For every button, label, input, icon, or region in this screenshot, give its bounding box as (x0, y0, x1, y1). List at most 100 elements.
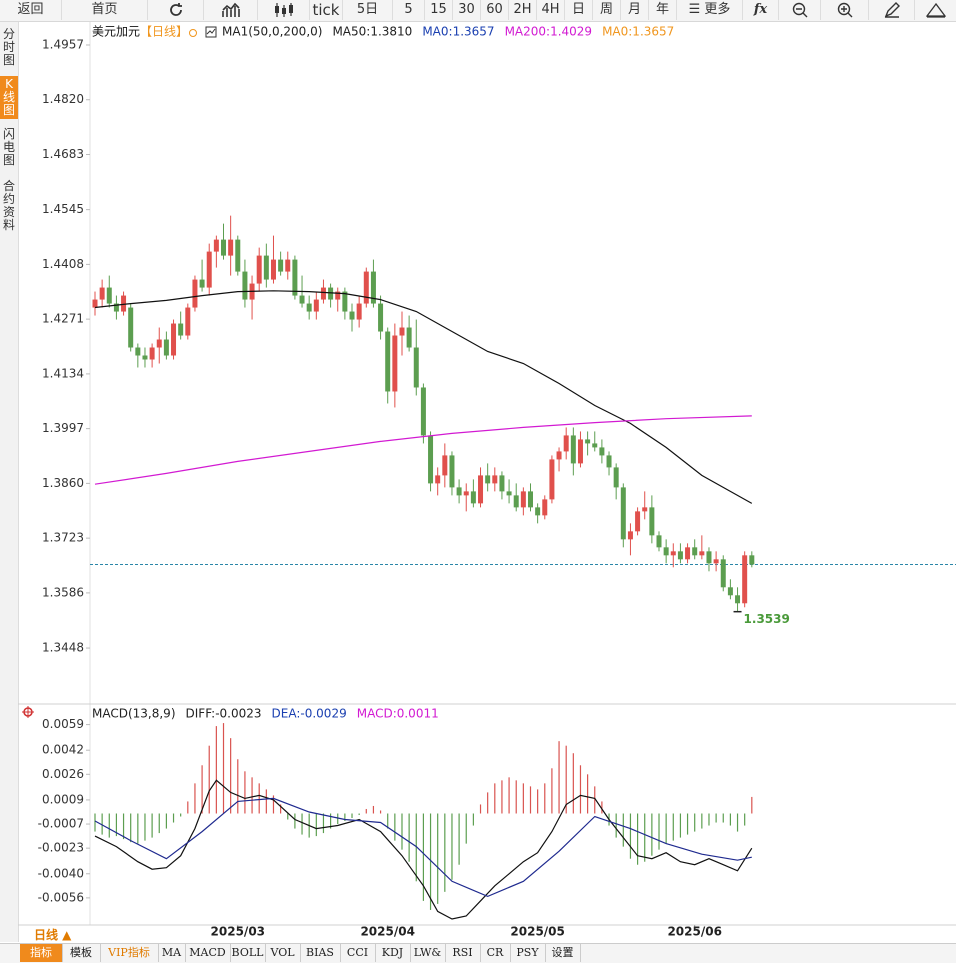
period-button[interactable]: 日 (565, 0, 593, 20)
period-selector[interactable]: 日线 ▲ (34, 928, 72, 942)
formula-button[interactable]: fx (743, 0, 779, 20)
candle-body (599, 447, 605, 456)
zoom-in-button[interactable] (821, 0, 869, 20)
candle-body (413, 347, 419, 388)
triangle-icon (925, 2, 946, 18)
draw-button[interactable] (869, 0, 915, 20)
candle-body (535, 507, 541, 516)
period-button[interactable]: 5 (393, 0, 425, 20)
candle-body (585, 439, 591, 444)
indicator-tab[interactable]: PSY (510, 944, 546, 962)
candle-body (627, 531, 633, 540)
y-tick-label: 1.4408 (42, 257, 84, 271)
candle-body (635, 511, 641, 532)
indicator-tab[interactable]: BIAS (300, 944, 341, 962)
x-tick-label: 2025/06 (667, 925, 721, 939)
candle-body (670, 551, 676, 556)
period-button[interactable]: 5日 (343, 0, 393, 20)
period-button[interactable]: 4H (537, 0, 565, 20)
candle-body (370, 271, 376, 304)
candle-body (542, 499, 548, 516)
zoom-out-button[interactable] (779, 0, 821, 20)
period-label: 【日线】 (140, 25, 188, 39)
candle-body (549, 459, 555, 500)
x-tick-label: 2025/04 (360, 925, 414, 939)
y-tick-label: 1.4820 (42, 92, 84, 106)
candle-body (713, 559, 719, 564)
period-button[interactable]: 2H (509, 0, 537, 20)
candle-body (692, 547, 698, 556)
period-label: 30 (458, 2, 475, 17)
candle-body (206, 251, 212, 288)
y-tick-label: 0.0009 (42, 792, 84, 806)
home-button[interactable]: 首页 (62, 0, 148, 20)
legend-item: MA0:1.3657 (602, 25, 674, 39)
candle-body (306, 303, 312, 312)
indicator-tab[interactable]: KDJ (375, 944, 411, 962)
refresh-button[interactable] (148, 0, 204, 20)
period-label: tick (312, 1, 340, 19)
more-button[interactable]: ☰ 更多 (677, 0, 743, 20)
candle-body (620, 487, 626, 540)
side-tab-active[interactable]: K线图 (0, 76, 18, 119)
y-tick-label: 1.3448 (42, 641, 84, 655)
candle-body (435, 475, 441, 484)
y-tick-label: 1.4683 (42, 147, 84, 161)
indicator-line (94, 415, 752, 485)
y-tick-label: 1.4545 (42, 202, 84, 216)
indicator-tab[interactable]: 模板 (62, 944, 101, 962)
back-button[interactable]: 返回 (0, 0, 62, 20)
candle-button[interactable] (258, 0, 310, 20)
period-button[interactable]: 60 (481, 0, 509, 20)
indicator-tab[interactable]: MACD (185, 944, 231, 962)
indicator-tab[interactable]: LW& (410, 944, 446, 962)
candle-body (749, 555, 755, 565)
shape-button[interactable] (915, 0, 956, 20)
indicator-tab[interactable]: 指标 (20, 944, 63, 962)
side-tab[interactable]: 合约资料 (3, 179, 16, 232)
period-label: 5 (404, 2, 413, 17)
zoom-in-icon (837, 2, 852, 17)
period-label: 5日 (356, 2, 379, 17)
candle-body (656, 535, 662, 548)
indicator-tab[interactable]: CR (480, 944, 511, 962)
period-button[interactable]: 月 (621, 0, 649, 20)
period-button[interactable]: 周 (593, 0, 621, 20)
candle-body (171, 323, 177, 356)
candle-body (92, 299, 98, 308)
candle-body (677, 551, 683, 560)
y-tick-label: 1.4957 (42, 37, 84, 51)
y-tick-label: 1.3723 (42, 531, 84, 545)
more-label: 更多 (704, 2, 731, 17)
indicator-tab[interactable]: VOL (265, 944, 301, 962)
indicator-tab[interactable]: RSI (445, 944, 481, 962)
candle-body (342, 291, 348, 312)
period-button[interactable]: 30 (453, 0, 481, 20)
y-tick-label: 1.3860 (42, 476, 84, 490)
y-tick-label: 1.3997 (42, 421, 84, 435)
indicator-tab[interactable]: VIP指标 (100, 944, 159, 962)
legend-item: DIFF:-0.0023 (186, 707, 262, 721)
side-tab[interactable]: 分时图 (3, 27, 16, 67)
indicator-tab[interactable]: 设置 (545, 944, 581, 962)
indicator-tab[interactable]: BOLL (230, 944, 266, 962)
x-tick-label: 2025/05 (510, 925, 564, 939)
candle-body (221, 239, 227, 256)
indicator-tab[interactable]: CCI (340, 944, 376, 962)
indicator-tab[interactable]: MA (158, 944, 186, 962)
period-button[interactable]: 15 (425, 0, 453, 20)
candle-body (428, 435, 434, 484)
macd-settings-icon[interactable] (22, 706, 34, 718)
period-button[interactable]: 年 (649, 0, 677, 20)
chart-type-button[interactable] (204, 0, 258, 20)
candle-body (499, 475, 505, 492)
period-button[interactable]: tick (310, 0, 343, 20)
candle-body (577, 439, 583, 464)
side-tab[interactable]: 闪电图 (3, 127, 16, 167)
candle-body (313, 299, 319, 312)
candle-body (485, 475, 491, 484)
candle-body (156, 339, 162, 348)
candle-body (192, 279, 198, 308)
candle-body (406, 327, 412, 348)
